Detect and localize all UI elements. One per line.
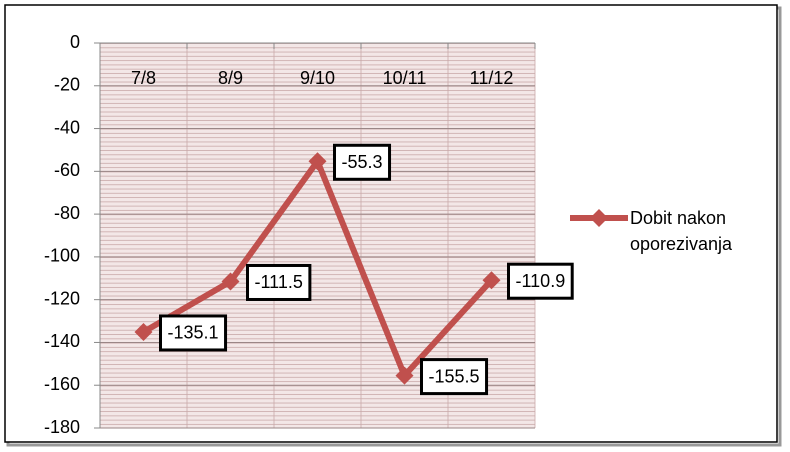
marker xyxy=(134,322,153,341)
data-label-box xyxy=(246,263,312,301)
y-tick-label: -100 xyxy=(44,246,80,266)
x-tick-label: 8/9 xyxy=(218,68,243,88)
y-tick-label: -40 xyxy=(54,117,80,137)
data-label-box xyxy=(420,358,489,396)
y-tick-label: -80 xyxy=(54,203,80,223)
data-label: -55.3 xyxy=(342,152,383,172)
x-tick-label: 9/10 xyxy=(300,68,335,88)
marker xyxy=(395,366,414,385)
data-label: -155.5 xyxy=(429,366,480,386)
y-tick-label: -20 xyxy=(54,75,80,95)
y-tick-label: 0 xyxy=(70,32,80,52)
marker xyxy=(482,271,501,290)
data-label: -135.1 xyxy=(168,323,219,343)
x-tick-label: 11/12 xyxy=(470,68,514,88)
marker xyxy=(308,152,327,171)
marker xyxy=(221,272,240,291)
data-label-box xyxy=(159,314,228,352)
y-tick-label: -60 xyxy=(54,160,80,180)
data-label: -111.5 xyxy=(255,272,303,292)
data-label-box xyxy=(507,262,574,300)
x-tick-label: 7/8 xyxy=(131,68,156,88)
y-tick-label: -120 xyxy=(44,288,80,308)
legend-label: Dobit nakon oporezivanja xyxy=(630,208,733,254)
y-tick-label: -160 xyxy=(44,374,80,394)
x-tick-label: 10/11 xyxy=(383,68,427,88)
y-tick-label: -180 xyxy=(44,417,80,437)
data-label: -110.9 xyxy=(516,271,566,291)
data-label-box xyxy=(333,143,392,181)
y-tick-label: -140 xyxy=(44,331,80,351)
legend-marker xyxy=(590,209,608,227)
